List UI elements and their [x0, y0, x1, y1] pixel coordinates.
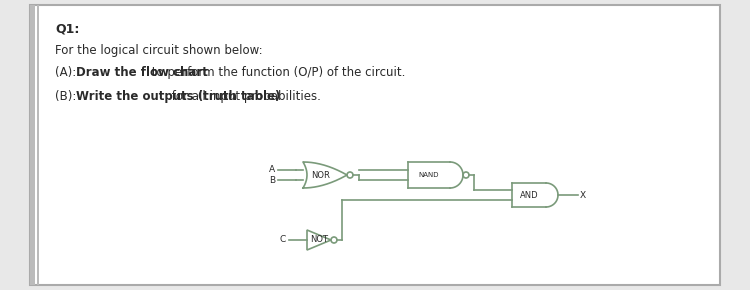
Text: A: A	[268, 165, 275, 174]
Text: AND: AND	[520, 191, 538, 200]
Text: (A):: (A):	[55, 66, 80, 79]
Text: C: C	[280, 235, 286, 244]
Text: Q1:: Q1:	[55, 22, 80, 35]
Text: X: X	[580, 191, 586, 200]
Bar	[37, 5, 39, 285]
Text: to perform the function (O/P) of the circuit.: to perform the function (O/P) of the cir…	[148, 66, 405, 79]
Text: NAND: NAND	[419, 172, 440, 178]
Text: Write the outputs (truth table): Write the outputs (truth table)	[76, 90, 280, 103]
Text: For the logical circuit shown below:: For the logical circuit shown below:	[55, 44, 262, 57]
Bar	[30, 5, 35, 285]
Text: NOR: NOR	[311, 171, 331, 180]
Text: NOT: NOT	[310, 235, 328, 244]
Text: (B):: (B):	[55, 90, 80, 103]
Text: for all input probabilities.: for all input probabilities.	[168, 90, 321, 103]
Text: B: B	[268, 176, 275, 185]
Text: Draw the flow chart: Draw the flow chart	[76, 66, 208, 79]
